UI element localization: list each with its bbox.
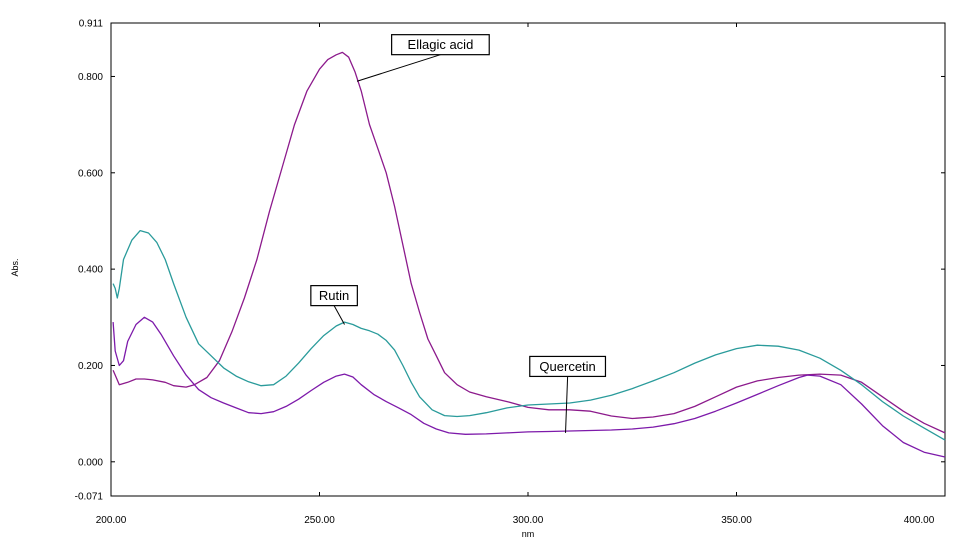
y-tick-label: 0.000 xyxy=(78,457,103,468)
annotation-box xyxy=(310,285,358,307)
plot-area: 0.911 0.800 0.600 0.400 0.200 0.000 -0.071 200.… xyxy=(75,19,946,526)
y-tick-label: 0.400 xyxy=(78,265,103,276)
annotation-leader-line xyxy=(333,305,345,325)
annotation-leader-line xyxy=(565,376,569,433)
annotation-label: Ellagic acid xyxy=(408,37,474,52)
annotation-box xyxy=(391,34,490,56)
x-tick-label: 350.00 xyxy=(721,515,752,526)
y-tick-label: -0.071 xyxy=(75,492,104,503)
x-tick-label: 300.00 xyxy=(513,515,544,526)
annotation-label: Quercetin xyxy=(539,359,595,374)
x-tick-label: 200.00 xyxy=(96,515,127,526)
y-tick-label: 0.600 xyxy=(78,168,103,179)
x-axis-label: nm xyxy=(522,529,535,537)
series-line-ellagic-acid xyxy=(112,51,946,434)
x-tick-label: 250.00 xyxy=(304,515,335,526)
plot-frame xyxy=(110,22,946,497)
y-tick-label: 0.800 xyxy=(78,72,103,83)
x-tick-label: 400.00 xyxy=(904,515,935,526)
series-line-quercetin xyxy=(112,316,946,458)
annotation-leader-line xyxy=(356,54,441,82)
y-tick-label: 0.911 xyxy=(79,19,104,30)
annotation-box xyxy=(529,355,607,378)
series-line-rutin xyxy=(112,229,946,441)
annotation-label: Rutin xyxy=(319,288,349,303)
y-tick-label: 0.200 xyxy=(78,361,103,372)
y-axis-label: Abs. xyxy=(10,258,20,276)
